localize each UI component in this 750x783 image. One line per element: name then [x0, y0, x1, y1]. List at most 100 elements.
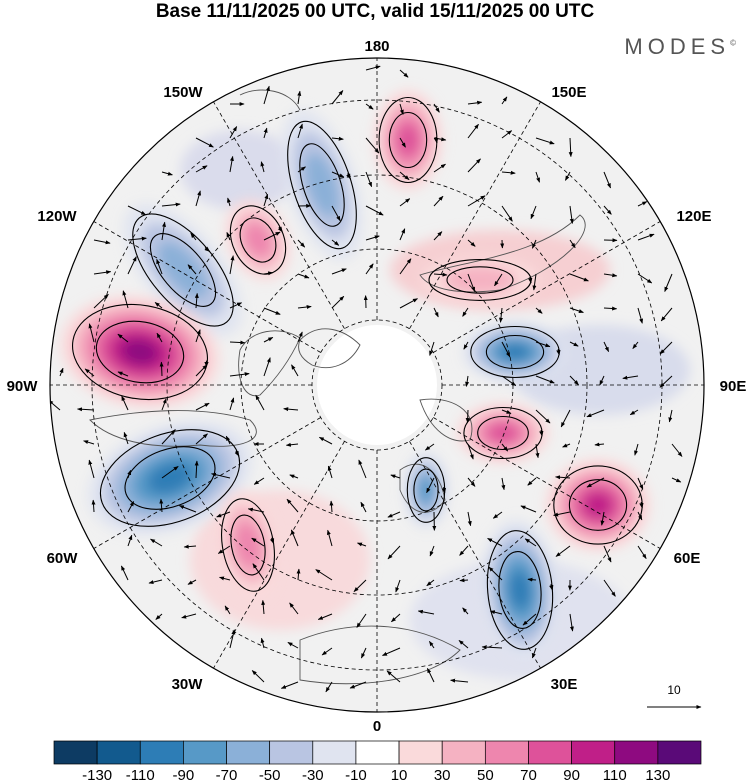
wind-vector — [190, 232, 197, 241]
circulation-arrow — [234, 450, 240, 457]
wind-vector — [331, 205, 341, 222]
lon-label-60w: 60W — [47, 550, 79, 567]
wind-vector — [161, 398, 167, 411]
wind-vector — [93, 270, 112, 275]
anomaly-center-pos-east-siberia — [444, 265, 516, 295]
wind-vector — [671, 477, 682, 483]
wind-vector — [253, 477, 265, 485]
wind-vector — [603, 545, 612, 563]
wind-vector — [501, 375, 517, 387]
wind-vector — [671, 443, 683, 457]
circulation-arrow — [639, 501, 644, 509]
wind-vector — [365, 65, 381, 71]
wind-vector — [195, 165, 208, 173]
wind-vector — [88, 459, 95, 479]
wind-vector — [360, 647, 367, 659]
wind-vector — [569, 613, 574, 632]
wind-vector — [568, 137, 573, 158]
colorbar-tick-label: 30 — [434, 767, 451, 783]
wind-vector — [501, 477, 506, 491]
wind-vector — [263, 231, 281, 241]
circulation-arrow — [204, 246, 211, 252]
wind-vector — [83, 440, 95, 445]
colorbar-tick-label: -70 — [216, 767, 238, 783]
wind-vector — [467, 100, 483, 105]
wind-vector — [365, 103, 374, 110]
anomaly-center-neg-scandinavia — [418, 477, 434, 503]
anomaly-center-pos-ural — [583, 492, 613, 518]
wind-vector — [629, 409, 639, 416]
wind-vector — [659, 341, 673, 355]
colorbar-swatch — [53, 740, 98, 765]
wind-vector — [569, 239, 576, 249]
wind-vector — [318, 436, 333, 445]
circulation-arrow — [277, 226, 283, 233]
circulation-arrow — [539, 429, 544, 437]
wind-vector — [315, 569, 333, 581]
wind-vector — [465, 375, 470, 387]
wind-vector — [365, 205, 384, 216]
wind-vector — [391, 613, 401, 623]
wind-vector — [297, 239, 306, 248]
wind-vector — [501, 409, 512, 414]
colorbar-swatch — [614, 740, 659, 765]
wind-vector — [91, 499, 96, 513]
lon-label-60e: 60E — [674, 550, 701, 567]
wind-vector — [660, 307, 673, 322]
wind-vector — [399, 137, 406, 148]
wind-vector — [637, 307, 644, 324]
wind-vector — [365, 171, 373, 188]
lon-label-120w: 120W — [37, 208, 77, 225]
wind-vector — [603, 341, 610, 353]
latitude-circle — [166, 174, 588, 596]
wind-vector — [161, 221, 167, 241]
wind-vector — [155, 613, 163, 620]
wind-vector — [603, 579, 616, 597]
wind-vector — [569, 307, 584, 313]
wind-vector — [183, 544, 197, 549]
wind-vector — [123, 431, 129, 445]
colorbar-tick-label: -10 — [345, 767, 367, 783]
circulation-arrow — [269, 537, 275, 545]
wind-vector — [127, 236, 147, 241]
wind-vector — [603, 273, 618, 278]
wind-vector — [156, 258, 163, 275]
wind-vector — [263, 307, 281, 315]
wind-vector — [329, 500, 334, 513]
colorbar-swatch — [269, 740, 314, 765]
wind-vector — [260, 161, 265, 173]
wind-vector — [531, 647, 537, 659]
wind-vector — [226, 231, 231, 241]
wind-vector — [467, 195, 486, 207]
wind-vector — [150, 538, 163, 547]
wind-vector — [255, 394, 265, 411]
circulation-contour — [498, 551, 542, 629]
wind-vector — [594, 442, 605, 447]
wind-vector — [317, 613, 333, 620]
wind-vector — [599, 375, 605, 386]
wind-vector — [194, 460, 199, 479]
wind-vector — [263, 85, 270, 105]
circulation-arrow — [346, 173, 351, 180]
wind-vector — [535, 307, 543, 314]
anomaly-center-pos-north-atlantic — [234, 521, 262, 569]
wind-vector — [555, 475, 571, 480]
wind-vector — [467, 443, 474, 460]
wind-vector — [297, 273, 310, 279]
wind-vector — [426, 579, 435, 587]
wind-vector — [286, 498, 299, 513]
wind-vector — [229, 126, 238, 139]
wind-vector — [429, 341, 435, 356]
wind-vector — [357, 542, 367, 547]
wind-vector — [433, 272, 448, 277]
wind-vector — [428, 640, 435, 649]
wind-vector — [365, 263, 374, 275]
wind-vector — [297, 305, 312, 309]
anomaly-center-neg-eastern-europe — [509, 570, 531, 610]
wind-vector — [187, 264, 197, 275]
wind-vector — [637, 233, 655, 241]
wind-vector — [331, 136, 344, 141]
wind-vector — [530, 205, 537, 220]
wind-vector — [287, 641, 299, 649]
wind-vector — [296, 568, 301, 581]
